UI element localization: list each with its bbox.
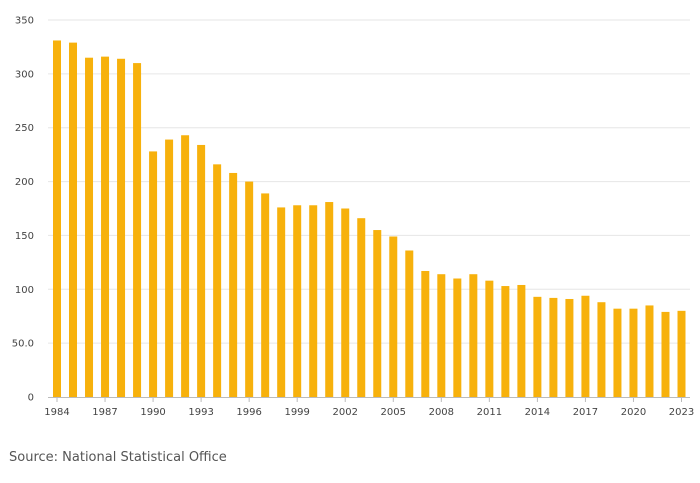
axes (48, 397, 690, 402)
bar-1999 (293, 205, 302, 397)
bar-1991 (165, 139, 174, 397)
bar-2014 (533, 296, 542, 397)
bar-1985 (69, 42, 78, 398)
bar-1994 (213, 164, 222, 397)
bar-2023 (677, 310, 686, 397)
y-tick-label: 200 (15, 177, 34, 188)
source-note: Source: National Statistical Office (9, 450, 227, 465)
x-tick-label: 2014 (525, 407, 550, 418)
bar-2011 (485, 280, 494, 397)
bar-2009 (453, 278, 462, 397)
y-tick-label: 300 (15, 69, 34, 80)
y-tick-label: 100 (15, 285, 34, 296)
y-axis-tick-labels: 0 50.0 100 150 200 250 300 350 (12, 16, 34, 404)
x-tick-label: 2011 (477, 407, 502, 418)
bar-1993 (197, 144, 206, 397)
bar-2012 (501, 286, 510, 397)
bar-1990 (149, 151, 158, 397)
y-tick-label: 150 (15, 231, 34, 242)
bar-2010 (469, 274, 478, 397)
bar-2000 (309, 205, 318, 397)
bar-1984 (53, 40, 61, 398)
x-tick-label: 2008 (429, 407, 454, 418)
y-tick-label: 250 (15, 123, 34, 134)
gridlines (48, 19, 690, 344)
y-tick-label: 50.0 (12, 339, 34, 350)
bar-2016 (565, 298, 574, 397)
y-tick-label: 350 (15, 16, 34, 27)
x-tick-label: 1987 (92, 407, 117, 418)
bar-2002 (341, 208, 350, 397)
bar-2017 (581, 295, 590, 397)
x-tick-label: 1990 (140, 407, 165, 418)
x-axis-tick-labels: 1984 1987 1990 1993 1996 1999 2002 2005 2008 2011… (44, 407, 694, 418)
bar-1992 (181, 135, 190, 398)
bar-2019 (613, 308, 622, 397)
x-tick-label: 2023 (669, 407, 694, 418)
bar-2015 (549, 297, 558, 397)
x-tick-label: 1999 (284, 407, 309, 418)
x-tick-label: 1984 (44, 407, 69, 418)
bar-2013 (517, 284, 526, 397)
bar-2021 (645, 305, 654, 397)
bar-1995 (229, 172, 238, 397)
y-tick-label: 0 (28, 393, 34, 404)
bar-2004 (373, 230, 382, 397)
bar-2007 (421, 270, 430, 397)
bar-2020 (629, 308, 638, 397)
bar-2018 (597, 302, 606, 397)
bar-2006 (405, 250, 414, 397)
x-tick-label: 2002 (333, 407, 358, 418)
x-tick-label: 1993 (188, 407, 213, 418)
bar-2008 (437, 274, 446, 397)
bar-1989 (133, 63, 142, 397)
bar-1988 (117, 58, 126, 398)
bar-1987 (101, 56, 110, 397)
bar-2001 (325, 202, 334, 397)
bar-2022 (661, 311, 670, 397)
bar-1996 (245, 181, 254, 397)
bars (53, 40, 686, 398)
bar-1986 (85, 57, 94, 397)
bar-2003 (357, 218, 366, 397)
x-tick-label: 2020 (621, 407, 646, 418)
bar-1997 (261, 193, 270, 397)
x-tick-label: 1996 (236, 407, 261, 418)
bar-1998 (277, 207, 286, 397)
bar-2005 (389, 236, 398, 397)
x-tick-label: 2017 (573, 407, 598, 418)
x-tick-label: 2005 (381, 407, 406, 418)
